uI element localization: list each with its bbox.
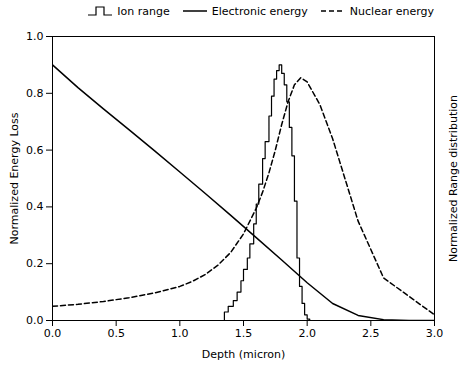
svg-text:0.6: 0.6 [26, 144, 44, 157]
html-text:Electronic energy: Electronic energy [211, 4, 308, 18]
svg-text:2.5: 2.5 [362, 327, 380, 340]
svg-text:1.5: 1.5 [235, 327, 253, 340]
svg-text:0.5: 0.5 [107, 327, 125, 340]
svg-text:1.0: 1.0 [26, 30, 44, 43]
svg-text:0.0: 0.0 [44, 327, 62, 340]
svg-text:2.0: 2.0 [298, 327, 316, 340]
svg-text:0.2: 0.2 [26, 257, 44, 270]
svg-text:0.4: 0.4 [26, 200, 44, 213]
svg-text:0.8: 0.8 [26, 87, 44, 100]
svg-text:Depth (micron): Depth (micron) [202, 348, 285, 361]
svg-text:1.0: 1.0 [171, 327, 189, 340]
svg-text:0.0: 0.0 [26, 314, 44, 327]
svg-text:Normalized Range distribution: Normalized Range distribution [447, 95, 460, 262]
html-text:Ion range: Ion range [117, 4, 170, 18]
svg-text:3.0: 3.0 [426, 327, 444, 340]
html-text:Nuclear energy: Nuclear energy [349, 4, 434, 18]
svg-text:Normalized Energy Loss: Normalized Energy Loss [8, 112, 21, 244]
